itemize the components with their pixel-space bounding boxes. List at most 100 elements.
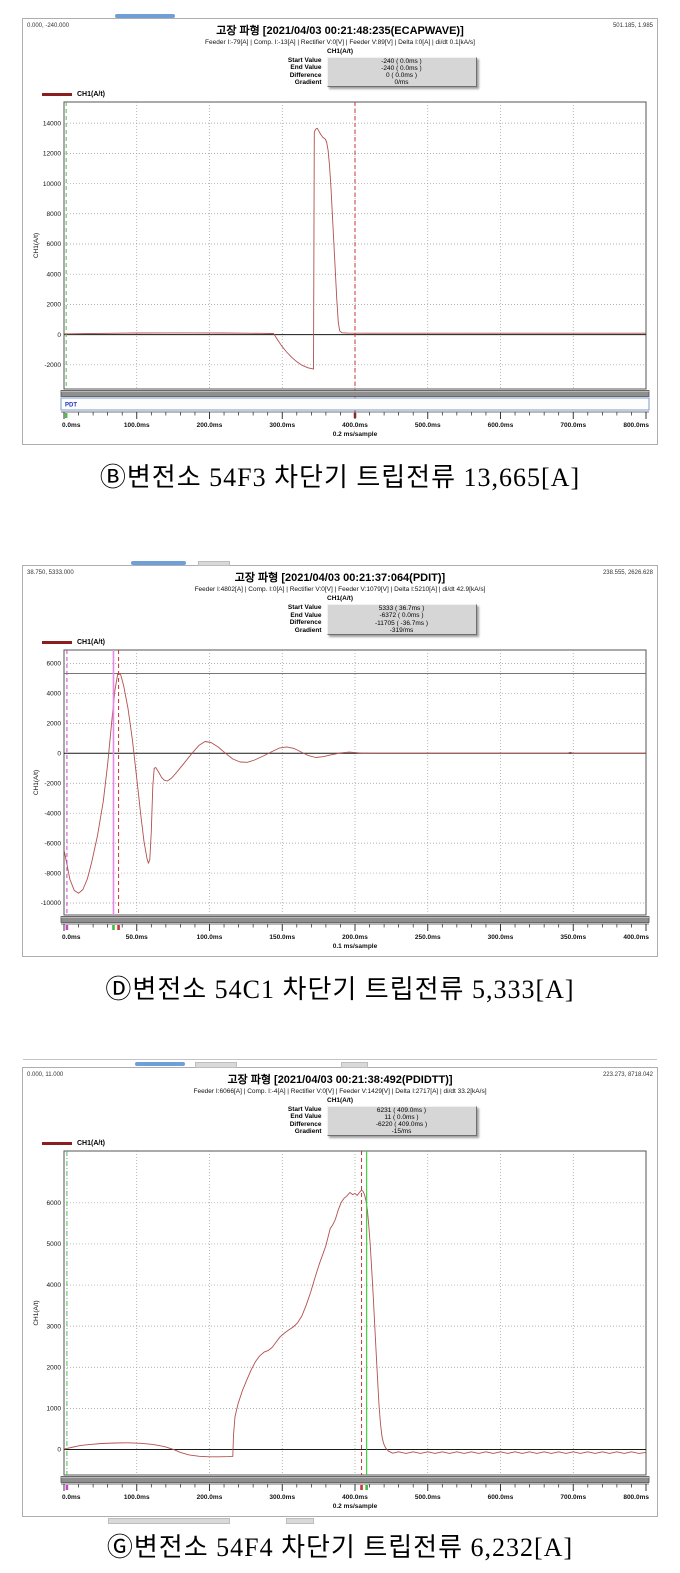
- stat-label: Gradient: [294, 1127, 322, 1135]
- table-fragment: [286, 1518, 314, 1525]
- legend-label: CH1(A/t): [77, 1140, 105, 1148]
- svg-text:600.0ms: 600.0ms: [488, 422, 514, 429]
- svg-text:14000: 14000: [43, 121, 61, 128]
- scrollbar-fragment: [131, 561, 186, 566]
- svg-text:500.0ms: 500.0ms: [415, 1494, 441, 1501]
- stat-value: -15/ms: [391, 1128, 412, 1136]
- svg-text:10000: 10000: [43, 181, 61, 188]
- cursor-coordinates-right: 223.273, 8718.042: [602, 1071, 653, 1078]
- cursor-coordinates-right: 238.555, 2626.628: [602, 570, 653, 577]
- stat-value: -6372 ( 0.0ms ): [379, 612, 424, 620]
- svg-text:0: 0: [57, 1447, 61, 1454]
- svg-text:-2000: -2000: [44, 362, 61, 369]
- stat-value: -240 ( 0.0ms ): [381, 58, 422, 65]
- chart-subtitle: Feeder I:4802[A] | Comp. I:0[A] | Rectif…: [194, 586, 486, 594]
- svg-text:12000: 12000: [43, 151, 61, 158]
- waveform-plot: -10000 -8000 -6000 -4000 -2000 0 2000 4000 6000 C…: [33, 649, 650, 950]
- svg-text:200.0ms: 200.0ms: [197, 422, 223, 429]
- svg-text:400.0ms: 400.0ms: [623, 934, 649, 941]
- legend-line-swatch: [42, 93, 72, 97]
- stat-value: 0/ms: [394, 79, 409, 87]
- svg-text:0.0ms: 0.0ms: [62, 422, 81, 429]
- fault-waveform-panel-1: 0.000, -240.000 501.185, 1.985 고장 파형 [20…: [22, 14, 658, 446]
- svg-text:8000: 8000: [47, 211, 62, 218]
- chart-title: 고장 파형 [2021/04/03 00:21:38:492(PDIDTT)]: [227, 1073, 453, 1086]
- fault-waveform-panel-2: 38.750, 5333.000 238.555, 2626.628 고장 파형…: [22, 561, 658, 957]
- stat-label: Gradient: [294, 626, 322, 634]
- svg-text:0.0ms: 0.0ms: [62, 1494, 81, 1501]
- figure-caption: Ⓓ변전소 54C1 차단기 트립전류 5,333[A]: [105, 974, 575, 1004]
- legend-line-swatch: [42, 640, 72, 644]
- stat-value: -6220 ( 409.0ms ): [375, 1120, 428, 1128]
- svg-text:500.0ms: 500.0ms: [415, 422, 441, 429]
- svg-text:300.0ms: 300.0ms: [488, 934, 514, 941]
- svg-text:-10000: -10000: [41, 900, 62, 907]
- svg-text:200.0ms: 200.0ms: [342, 934, 368, 941]
- cursor-stats: Start Value End Value Difference Gradien…: [30, 1105, 650, 1137]
- svg-text:0: 0: [57, 332, 61, 339]
- legend-label: CH1(A/t): [77, 638, 105, 646]
- svg-text:100.0ms: 100.0ms: [124, 1494, 150, 1501]
- svg-text:4000: 4000: [47, 690, 62, 697]
- svg-text:6000: 6000: [47, 1200, 62, 1207]
- fault-waveform-panel-3: 0.000, 11.000 223.273, 8718.042 고장 파형 [2…: [22, 1058, 658, 1525]
- channel-label: CH1(A/t): [327, 1096, 353, 1104]
- stat-value: 5333 ( 36.7ms ): [378, 605, 425, 613]
- stat-label: End Value: [290, 611, 322, 619]
- svg-text:3000: 3000: [47, 1323, 62, 1330]
- toolbar-fragment: [195, 1061, 237, 1068]
- divider-fragment: [23, 1058, 657, 1060]
- stat-label: End Value: [290, 64, 322, 72]
- svg-text:2000: 2000: [47, 1365, 62, 1372]
- stat-value: 11 ( 0.0ms ): [384, 1113, 419, 1121]
- chart-subtitle: Feeder I:-79[A] | Comp. I:-13[A] | Recti…: [205, 39, 475, 46]
- stat-values-box: -240 ( 0.0ms ) -240 ( 0.0ms ) 0 ( 0.0ms …: [326, 57, 477, 88]
- scrollbar-fragment: [135, 1061, 185, 1066]
- figure-caption: Ⓑ변전소 54F3 차단기 트립전류 13,665[A]: [99, 463, 581, 493]
- table-fragment: [108, 1518, 230, 1525]
- svg-text:400.0ms: 400.0ms: [342, 422, 368, 429]
- svg-text:CH1(A/t): CH1(A/t): [33, 233, 40, 258]
- stat-label: Difference: [289, 71, 322, 79]
- cursor-coordinates-right: 501.185, 1.985: [612, 23, 653, 29]
- svg-text:2000: 2000: [47, 302, 62, 309]
- stat-value: -11705 ( -36.7ms ): [375, 619, 428, 627]
- svg-text:0.2 ms/sample: 0.2 ms/sample: [333, 431, 378, 438]
- waveform-plot: -2000 0 2000 4000 6000 8000 10000 12000 14000 CH1…: [33, 101, 650, 438]
- svg-text:50.0ms: 50.0ms: [126, 934, 148, 941]
- svg-text:1000: 1000: [47, 1406, 62, 1413]
- cursor-stats: Start Value End Value Difference Gradien…: [30, 604, 650, 635]
- stat-label: Start Value: [287, 1105, 322, 1113]
- cursor-stats: Start Value End Value Difference Gradien…: [30, 57, 650, 88]
- svg-text:0.2 ms/sample: 0.2 ms/sample: [333, 1503, 378, 1510]
- svg-text:CH1(A/t): CH1(A/t): [33, 770, 40, 795]
- channel-label: CH1(A/t): [327, 48, 353, 55]
- svg-text:700.0ms: 700.0ms: [560, 422, 586, 429]
- svg-text:PDT: PDT: [65, 403, 77, 409]
- stat-value: -240 ( 0.0ms ): [381, 65, 422, 73]
- svg-text:0.1 ms/sample: 0.1 ms/sample: [333, 943, 378, 950]
- svg-text:100.0ms: 100.0ms: [124, 422, 150, 429]
- svg-text:0: 0: [57, 750, 61, 757]
- svg-text:5000: 5000: [47, 1241, 62, 1248]
- legend: CH1(A/t): [42, 90, 650, 99]
- legend: CH1(A/t): [42, 638, 650, 647]
- legend-label: CH1(A/t): [77, 91, 105, 99]
- svg-text:2000: 2000: [47, 720, 62, 727]
- svg-text:800.0ms: 800.0ms: [623, 1494, 649, 1501]
- svg-text:-2000: -2000: [44, 780, 61, 787]
- stat-label: Start Value: [287, 57, 322, 64]
- svg-text:800.0ms: 800.0ms: [623, 422, 649, 429]
- svg-text:600.0ms: 600.0ms: [488, 1494, 514, 1501]
- stat-label: Difference: [289, 619, 322, 627]
- svg-text:6000: 6000: [47, 242, 62, 249]
- stat-labels: Start Value End Value Difference Gradien…: [204, 604, 327, 634]
- channel-label: CH1(A/t): [327, 595, 353, 603]
- figure-caption: Ⓖ변전소 54F4 차단기 트립전류 6,232[A]: [106, 1533, 574, 1563]
- svg-text:300.0ms: 300.0ms: [269, 422, 295, 429]
- stat-label: Start Value: [287, 604, 322, 612]
- svg-text:4000: 4000: [47, 272, 62, 279]
- cursor-coordinates-left: 0.000, 11.000: [27, 1071, 64, 1078]
- svg-text:350.0ms: 350.0ms: [560, 934, 586, 941]
- svg-text:CH1(A/t): CH1(A/t): [33, 1300, 40, 1325]
